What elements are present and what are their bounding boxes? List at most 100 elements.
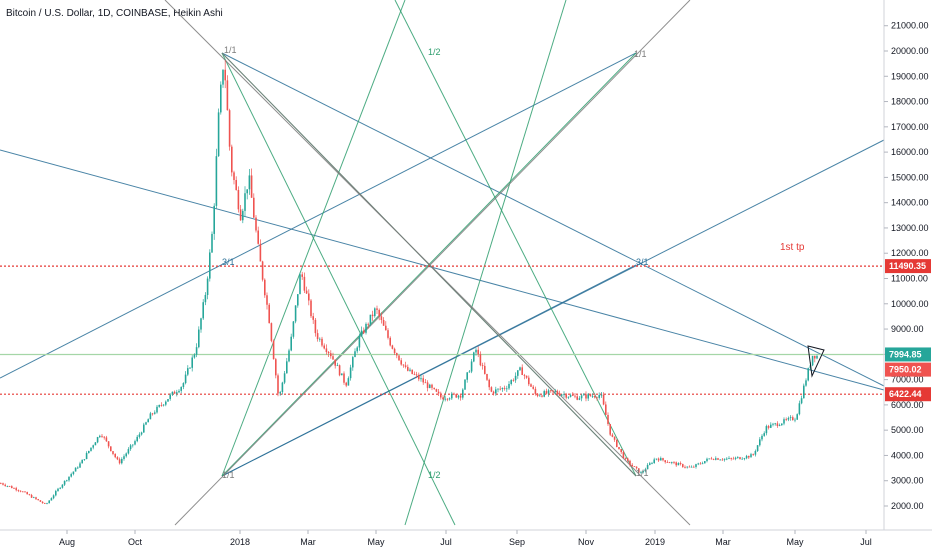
candle-body <box>92 445 94 448</box>
gann-label: 1/2 <box>428 47 441 57</box>
candle-body <box>697 463 699 465</box>
candle-body <box>63 480 66 485</box>
x-tick-label: Nov <box>578 537 595 547</box>
candle-body <box>206 278 209 295</box>
candle-body <box>261 261 264 280</box>
candle-body <box>541 395 543 397</box>
candle-body <box>748 455 750 458</box>
candle-body <box>728 457 730 459</box>
candle-body <box>591 396 594 397</box>
candle-body <box>437 391 440 394</box>
candle-body <box>138 434 141 437</box>
candle-body <box>539 395 541 397</box>
candle-body <box>103 436 105 438</box>
candle-body <box>600 394 603 396</box>
candle-body <box>574 395 576 397</box>
x-tick-label: 2019 <box>645 537 665 547</box>
candle-body <box>682 464 684 467</box>
candle-body <box>611 434 614 437</box>
candle-body <box>772 423 774 425</box>
candle-body <box>547 390 550 394</box>
candle-body <box>723 458 726 460</box>
candle-body <box>303 276 306 291</box>
candle-body <box>787 417 790 420</box>
candle-body <box>180 387 182 391</box>
candle-body <box>275 359 277 376</box>
candle-body <box>140 432 143 435</box>
candle-body <box>587 394 589 399</box>
candle-body <box>816 355 818 359</box>
candle-body <box>550 390 552 392</box>
candle-body <box>41 501 44 504</box>
x-tick-label: May <box>786 537 804 547</box>
gann-line-blue <box>221 52 885 387</box>
gann-line-blue <box>221 264 637 477</box>
candle-body <box>48 500 50 504</box>
candle-body <box>112 451 114 454</box>
candle-body <box>706 458 708 462</box>
candle-body <box>15 488 17 491</box>
x-tick-label: Mar <box>715 537 731 547</box>
candle-body <box>776 423 779 426</box>
candle-body <box>371 314 374 317</box>
y-tick-label: 12000.00 <box>891 248 929 258</box>
candle-body <box>222 69 224 85</box>
candle-body <box>393 348 396 354</box>
candle-body <box>281 382 284 393</box>
candle-body <box>220 84 222 113</box>
candle-body <box>13 488 15 489</box>
price-tag <box>885 259 931 274</box>
candle-body <box>66 480 68 482</box>
y-tick-label: 19000.00 <box>891 71 929 81</box>
candle-body <box>231 146 233 173</box>
candle-body <box>686 466 688 468</box>
candle-body <box>668 462 671 464</box>
candle-body <box>677 463 680 466</box>
candle-body <box>283 373 286 383</box>
candle-body <box>424 382 427 384</box>
candle-body <box>607 414 609 425</box>
candle-body <box>620 449 622 453</box>
candle-body <box>26 492 28 495</box>
candle-body <box>57 488 59 492</box>
candle-body <box>301 274 303 277</box>
candle-body <box>290 336 292 351</box>
candle-body <box>314 319 317 334</box>
candle-body <box>671 462 673 463</box>
gann-label: 1/1 <box>224 45 237 55</box>
candle-body <box>125 453 127 457</box>
candle-body <box>708 458 710 460</box>
candle-body <box>297 294 299 306</box>
candle-body <box>673 462 675 463</box>
candle-body <box>59 487 61 489</box>
candle-body <box>349 367 352 379</box>
triangle-drawing <box>807 345 825 378</box>
candle-body <box>715 458 717 460</box>
candle-body <box>477 349 479 355</box>
candle-body <box>228 110 231 147</box>
y-tick-label: 16000.00 <box>891 147 929 157</box>
candle-body <box>596 397 598 399</box>
candle-body <box>352 357 354 368</box>
candle-body <box>143 424 145 433</box>
candle-body <box>226 80 229 111</box>
candle-body <box>264 279 266 296</box>
gann-label: 1/1 <box>222 470 235 480</box>
candle-body <box>358 336 361 348</box>
candle-body <box>688 466 691 468</box>
candle-body <box>363 330 365 333</box>
candle-body <box>129 445 132 450</box>
candle-body <box>30 495 33 498</box>
candle-body <box>411 369 413 374</box>
price-tag <box>885 362 931 377</box>
candle-body <box>675 462 677 466</box>
candle-body <box>162 404 165 406</box>
candle-body <box>110 446 112 452</box>
candle-body <box>558 393 561 396</box>
x-tick-label: Oct <box>128 537 143 547</box>
candle-body <box>638 468 640 473</box>
candle-body <box>233 172 235 181</box>
candle-body <box>200 318 202 330</box>
candle-body <box>385 325 387 331</box>
